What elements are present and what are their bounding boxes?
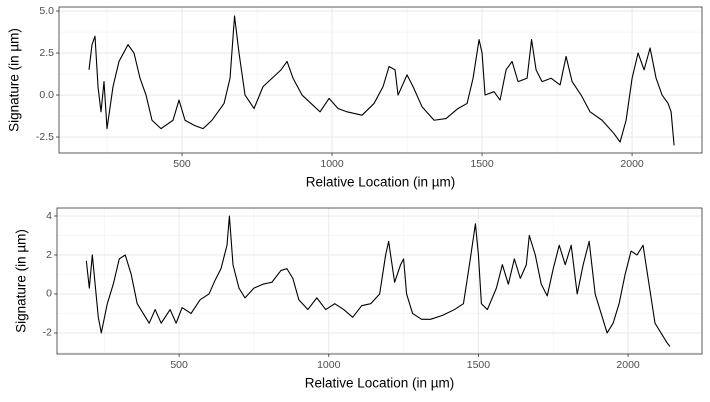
y-axis-title: Signature (in µm) — [7, 28, 22, 132]
x-tick-label: 500 — [170, 359, 188, 371]
y-tick-label: 2.5 — [39, 47, 54, 59]
y-axis-title: Signature (in µm) — [14, 229, 29, 333]
x-axis-title: Relative Location (in µm) — [305, 376, 455, 391]
y-tick-label: -2 — [43, 327, 52, 339]
data-line — [88, 15, 675, 146]
y-tick-label: 4 — [46, 210, 52, 222]
y-tick-label: 5.0 — [39, 5, 54, 17]
plot-background — [59, 7, 702, 153]
x-tick-label: 2000 — [616, 359, 640, 371]
x-tick-label: 1500 — [467, 359, 491, 371]
y-tick-label: 0.0 — [39, 89, 54, 101]
x-tick-label: 500 — [173, 158, 191, 170]
plot-border — [58, 6, 703, 154]
data-line — [85, 215, 671, 347]
x-tick-label: 1000 — [317, 359, 341, 371]
y-tick-label: 0 — [46, 288, 52, 300]
plot-background — [57, 208, 702, 354]
y-tick-label: -2.5 — [36, 131, 54, 143]
y-tick-label: 2 — [46, 249, 52, 261]
x-axis-title: Relative Location (in µm) — [306, 175, 456, 190]
x-tick-label: 1000 — [320, 158, 344, 170]
x-tick-label: 2000 — [620, 158, 644, 170]
plot-border — [56, 207, 703, 355]
x-tick-label: 1500 — [470, 158, 494, 170]
